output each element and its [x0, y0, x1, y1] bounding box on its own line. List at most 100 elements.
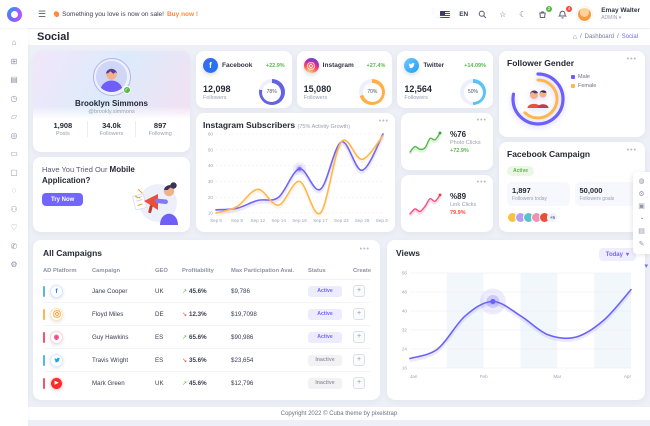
wishlist-icon[interactable]: ♡	[10, 223, 18, 232]
mobile-app-title: Have You Tried Our Mobile Application?	[42, 165, 135, 186]
svg-text:Sep 26: Sep 26	[355, 218, 370, 223]
max-participation: $23,654	[231, 356, 254, 364]
create-button[interactable]: +	[353, 285, 365, 298]
breadcrumb: ⌂ / Dashboard / Social	[572, 33, 638, 41]
stat-following[interactable]: 897 Following	[148, 121, 172, 138]
hamburger-menu-icon[interactable]: ☰	[38, 8, 47, 19]
stat-followers[interactable]: 34.0k Followers	[88, 121, 137, 138]
facebook-card[interactable]: f Facebook +22.9% 12,098 Followers 78%	[196, 51, 292, 109]
geo: ES	[155, 356, 164, 364]
twitter-card[interactable]: Twitter +14.09% 12,564 Followers 50%	[397, 51, 494, 109]
customizer-collapse-icon[interactable]: ▾	[644, 263, 648, 270]
table-row[interactable]: ▶ Mark Green UK ↗ 45.6% $12,796 Inactive …	[43, 372, 370, 394]
campaign-name: Guy Hawkins	[92, 333, 129, 341]
facebook-icon: f	[50, 284, 63, 298]
app-logo[interactable]	[0, 6, 28, 22]
status-badge: Active	[308, 308, 342, 320]
us-flag-icon[interactable]	[440, 10, 451, 18]
create-button[interactable]: +	[353, 331, 365, 344]
settings-icon[interactable]: ⚙	[10, 260, 18, 269]
profile-card: ✓ Brooklyn Simmons @brookly.simmons 1,90…	[33, 51, 190, 153]
more-menu-icon[interactable]: •••	[378, 118, 389, 126]
svg-text:60: 60	[208, 132, 214, 137]
campaign-avatars[interactable]: +5	[507, 212, 637, 224]
widgets-icon[interactable]: ▤	[10, 75, 18, 84]
cart-icon[interactable]: ◍	[638, 178, 645, 185]
campaign-name: Mark Green	[92, 379, 125, 387]
moon-icon[interactable]: ☾	[519, 9, 527, 19]
language-selector[interactable]: EN	[459, 10, 469, 18]
svg-text:Sep 30: Sep 30	[376, 218, 388, 223]
campaign-status-badge: Active	[507, 166, 535, 177]
status-badge: Active	[308, 331, 342, 343]
animation-icon[interactable]: ◌	[11, 186, 17, 195]
table-row[interactable]: ◉ Guy Hawkins ES ↗ 65.6% $90,986 Active +	[43, 326, 370, 350]
youtube-icon: ▶	[50, 376, 63, 390]
create-button[interactable]: +	[353, 308, 365, 321]
svg-text:24: 24	[402, 347, 408, 352]
stat-posts[interactable]: 1,908 Posts	[39, 121, 88, 138]
table-row[interactable]: Floyd Miles DE ↘ 12.3% $19,7098 Active +	[43, 303, 370, 327]
chevron-down-icon: ▾	[625, 252, 629, 259]
layout-icon[interactable]: ▣	[638, 203, 645, 210]
files-icon[interactable]: ▱	[10, 112, 18, 121]
more-menu-icon[interactable]: •••	[476, 117, 487, 125]
users-icon[interactable]: ⚇	[10, 204, 18, 214]
facebook-followers: 12,098	[203, 83, 231, 94]
user-menu[interactable]: Emay Walter ADMIN ▾	[601, 7, 640, 21]
male-dot-icon	[571, 75, 575, 80]
contacts-icon[interactable]: ✆	[10, 241, 18, 251]
photo-clicks-value: %76	[450, 129, 467, 139]
cart-icon[interactable]: 2	[537, 5, 553, 20]
more-menu-icon[interactable]: •••	[626, 56, 637, 64]
svg-text:56: 56	[402, 271, 408, 276]
avatar-illustration	[95, 61, 127, 93]
cart-badge: 2	[545, 5, 553, 12]
image-icon[interactable]: ▤	[638, 228, 645, 235]
ecommerce-icon[interactable]: ◎	[10, 130, 18, 140]
more-menu-icon[interactable]: •••	[359, 246, 370, 254]
svg-text:Sep 12: Sep 12	[251, 218, 266, 223]
buy-now-link[interactable]: Buy now !	[166, 10, 199, 18]
more-menu-icon[interactable]: •••	[476, 179, 487, 187]
trend-down-icon: ↘	[182, 357, 188, 364]
star-icon[interactable]: ☆	[499, 9, 507, 19]
table-row[interactable]: Travis Wright ES ↘ 35.6% $23,654 Inactive…	[43, 349, 370, 373]
try-now-button[interactable]: Try Now	[42, 193, 84, 207]
photo-clicks-card[interactable]: ••• %76 Photo Clicks +72.9%	[401, 113, 493, 171]
dashboard-icon[interactable]: ⊞	[10, 56, 18, 66]
more-menu-icon[interactable]: •••	[626, 147, 637, 155]
home-icon[interactable]: ⌂	[11, 38, 17, 47]
page-header: Social ⌂ / Dashboard / Social	[28, 28, 650, 46]
ui-kits-icon[interactable]: ▭	[10, 149, 18, 158]
user-avatar[interactable]	[577, 6, 593, 22]
color-icon[interactable]: ◔	[639, 215, 644, 223]
legend-male[interactable]: Male	[571, 74, 596, 80]
home-icon[interactable]: ⌂	[572, 33, 577, 41]
all-campaigns-title: All Campaigns	[43, 248, 103, 259]
verified-badge-icon: ✓	[122, 86, 131, 95]
table-row[interactable]: f Jane Cooper UK ↗ 45.6% $9,786 Active +	[43, 280, 370, 304]
profile-avatar[interactable]: ✓	[92, 58, 131, 97]
legend-female[interactable]: Female	[571, 83, 596, 89]
link-clicks-card[interactable]: ••• %89 Link Clicks 79.9%	[401, 175, 493, 233]
breadcrumb-dashboard[interactable]: Dashboard	[584, 34, 614, 41]
bonus-icon[interactable]: ▢	[10, 167, 18, 177]
settings-icon[interactable]: ⚙	[638, 190, 645, 198]
row-accent	[43, 354, 45, 366]
search-icon[interactable]	[477, 9, 488, 20]
svg-text:Sep 16: Sep 16	[292, 218, 307, 223]
instagram-followers: 15,080	[303, 83, 332, 94]
followers-goals-box: 50,000 Followers goals	[574, 182, 637, 207]
create-button[interactable]: +	[353, 377, 365, 390]
bell-icon[interactable]: 4	[557, 5, 573, 20]
instagram-change: +27.4%	[366, 62, 386, 69]
views-filter-dropdown[interactable]: Today ▾	[598, 248, 636, 262]
instagram-card[interactable]: Instagram +27.4% 15,080 Followers 70%	[296, 51, 393, 109]
edit-icon[interactable]: ✎	[638, 240, 645, 248]
max-participation: $9,786	[231, 287, 250, 295]
followers-today-box: 1,897 Followers today	[507, 182, 570, 207]
svg-text:Sep 23: Sep 23	[334, 218, 349, 223]
create-button[interactable]: +	[353, 354, 365, 367]
project-icon[interactable]: ◷	[10, 93, 18, 103]
